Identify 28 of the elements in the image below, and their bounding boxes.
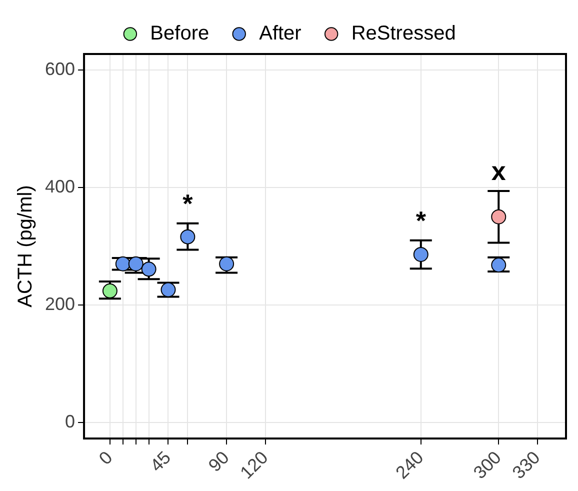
x-tick-label: 0: [95, 447, 116, 469]
point: [160, 282, 176, 298]
x-tick-label: 45: [146, 447, 175, 476]
y-tick-label: 0: [65, 412, 76, 432]
point: [219, 256, 234, 272]
y-tick-label: 400: [44, 176, 76, 196]
legend-label: Before: [150, 22, 210, 45]
x-tick-label: 330: [508, 447, 544, 483]
x-tick-label: 90: [204, 447, 233, 476]
point: [115, 256, 130, 272]
point: [141, 262, 156, 277]
data-label: *: [182, 188, 194, 218]
x-tick-label: 120: [236, 447, 272, 483]
data-label: *: [416, 206, 427, 236]
legend-label: ReStressed: [351, 22, 456, 45]
y-tick-label: 600: [44, 58, 76, 79]
x-tick-label: 240: [392, 447, 428, 483]
point: [102, 283, 118, 298]
x-tick-label: 300: [470, 447, 505, 483]
point: [491, 258, 506, 273]
data-label: x: [491, 156, 506, 186]
point: [413, 246, 428, 262]
y-tick-label: 200: [44, 294, 76, 314]
point: [180, 229, 196, 244]
point: [128, 256, 144, 272]
y-axis-title: ACTH (pg/ml): [14, 185, 37, 308]
point: [491, 209, 506, 224]
legend-label: After: [259, 22, 302, 45]
